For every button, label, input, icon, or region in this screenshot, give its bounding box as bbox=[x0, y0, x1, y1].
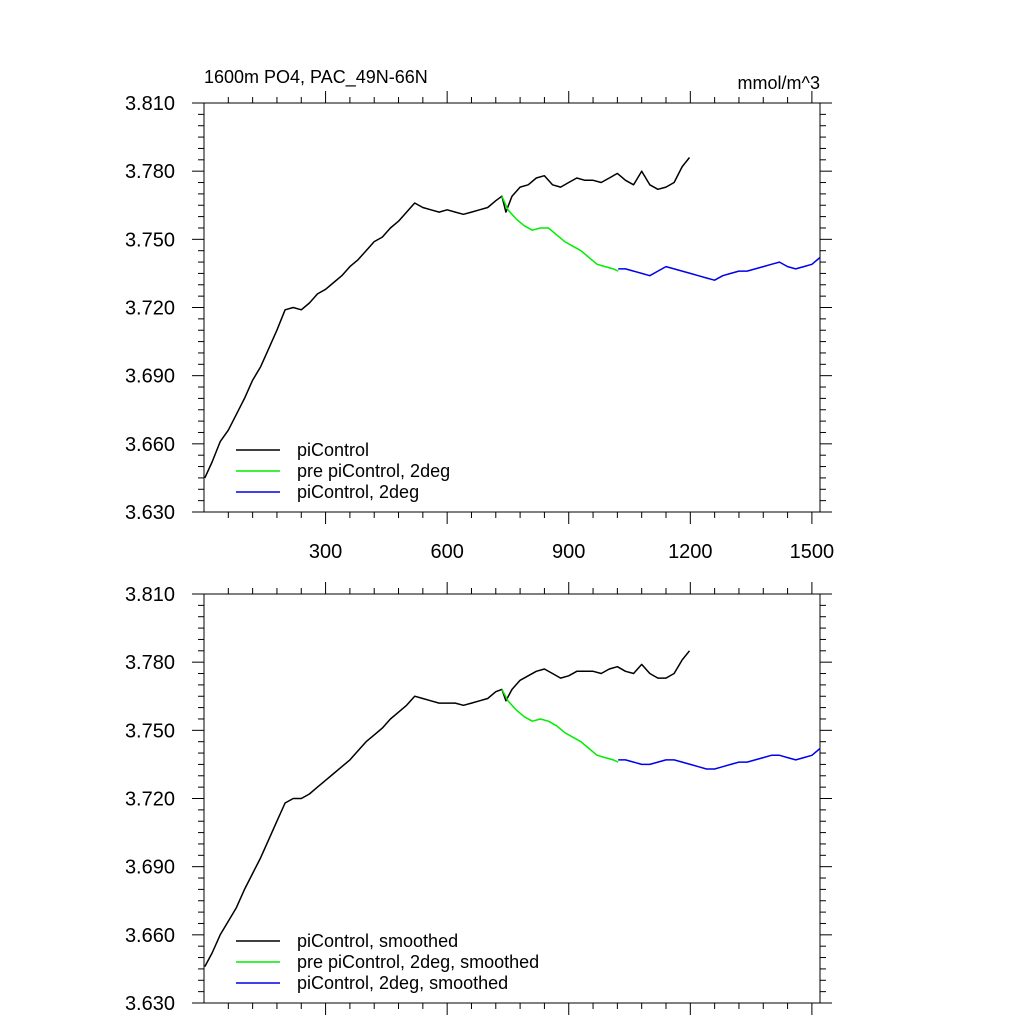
y-tick-label: 3.750 bbox=[125, 229, 175, 251]
legend-label: piControl, smoothed bbox=[297, 931, 458, 951]
x-tick-label: 1200 bbox=[668, 541, 713, 563]
series-line bbox=[204, 157, 691, 479]
y-tick-label: 3.660 bbox=[125, 925, 175, 947]
series-line bbox=[618, 256, 821, 281]
legend-label: pre piControl, 2deg, smoothed bbox=[297, 952, 539, 972]
y-tick-label: 3.750 bbox=[125, 720, 175, 742]
y-tick-label: 3.690 bbox=[125, 366, 175, 388]
x-tick-label: 900 bbox=[552, 541, 585, 563]
x-tick-label: 300 bbox=[309, 541, 342, 563]
legend-label: piControl, 2deg, smoothed bbox=[297, 973, 508, 993]
y-tick-label: 3.630 bbox=[125, 993, 175, 1015]
y-tick-label: 3.690 bbox=[125, 857, 175, 879]
series-line bbox=[501, 195, 619, 272]
legend-label: piControl, 2deg bbox=[297, 482, 419, 502]
y-tick-label: 3.720 bbox=[125, 789, 175, 811]
units-label: mmol/m^3 bbox=[738, 73, 820, 93]
y-tick-label: 3.810 bbox=[125, 93, 175, 115]
y-tick-label: 3.810 bbox=[125, 584, 175, 606]
y-tick-label: 3.780 bbox=[125, 161, 175, 183]
series-line bbox=[618, 747, 821, 770]
bottom-panel: 3.630 3.660 3.690 3.720 3.750 3.780 3.810 piCon… bbox=[125, 582, 832, 1015]
x-tick-label: 600 bbox=[430, 541, 463, 563]
y-tick-label: 3.780 bbox=[125, 652, 175, 674]
y-tick-label: 3.630 bbox=[125, 502, 175, 524]
x-tick-label: 1500 bbox=[790, 541, 835, 563]
top-panel: 300 600 900 1200 1500 3.630 3.660 3.690 3.720 3.7… bbox=[125, 67, 834, 563]
legend-label: piControl bbox=[297, 440, 369, 460]
y-tick-label: 3.720 bbox=[125, 298, 175, 320]
series-line bbox=[204, 650, 691, 967]
series-line bbox=[501, 689, 619, 763]
legend-label: pre piControl, 2deg bbox=[297, 461, 450, 481]
y-tick-label: 3.660 bbox=[125, 434, 175, 456]
chart-title: 1600m PO4, PAC_49N-66N bbox=[204, 67, 428, 88]
